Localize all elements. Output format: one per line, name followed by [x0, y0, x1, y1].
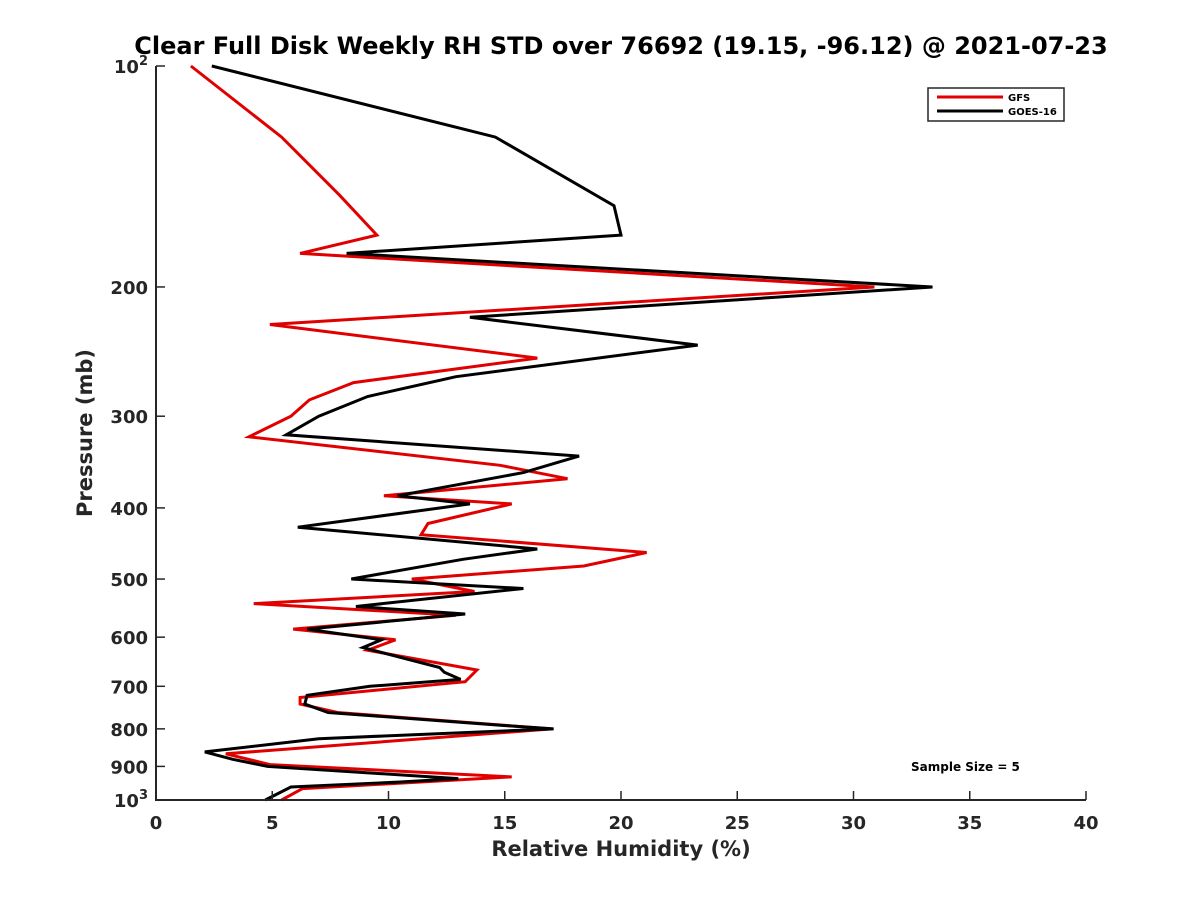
y-tick-label: 900	[110, 757, 148, 778]
y-tick-label: 500	[110, 570, 148, 591]
legend-box	[927, 87, 1065, 122]
y-tick-label: 800	[110, 720, 148, 741]
x-tick-label: 10	[376, 813, 401, 834]
y-tick-label: 600	[110, 628, 148, 649]
y-tick-label: 400	[110, 499, 148, 520]
legend: GFS GOES-16	[927, 87, 1065, 122]
x-axis-ticks: 0 5 10 15 20 25 30 35 40	[150, 791, 1099, 834]
plot-background	[156, 66, 1086, 800]
y-axis-label: Pressure (mb)	[73, 349, 97, 517]
x-tick-label: 25	[725, 813, 750, 834]
series-line-goes16	[204, 64, 933, 802]
x-tick-label: 40	[1073, 813, 1098, 834]
chart-title: Clear Full Disk Weekly RH STD over 76692…	[134, 32, 1107, 60]
series-layer	[189, 64, 933, 802]
x-tick-label: 30	[841, 813, 866, 834]
x-axis-label: Relative Humidity (%)	[491, 837, 750, 861]
plot-area: 0 5 10 15 20 25 30 35 40 10220030040050060070080…	[110, 54, 1098, 834]
y-tick-label: 300	[110, 407, 148, 428]
y-tick-label: 200	[110, 278, 148, 299]
x-tick-label: 0	[150, 813, 163, 834]
series-line-gfs	[189, 64, 875, 802]
legend-label-goes16: GOES-16	[1008, 107, 1057, 118]
sample-size-annotation: Sample Size = 5	[911, 760, 1020, 774]
legend-label-gfs: GFS	[1008, 93, 1030, 104]
x-tick-label: 20	[608, 813, 633, 834]
x-tick-label: 35	[957, 813, 982, 834]
x-tick-label: 5	[266, 813, 279, 834]
x-tick-label: 15	[492, 813, 517, 834]
y-tick-label: 700	[110, 677, 148, 698]
